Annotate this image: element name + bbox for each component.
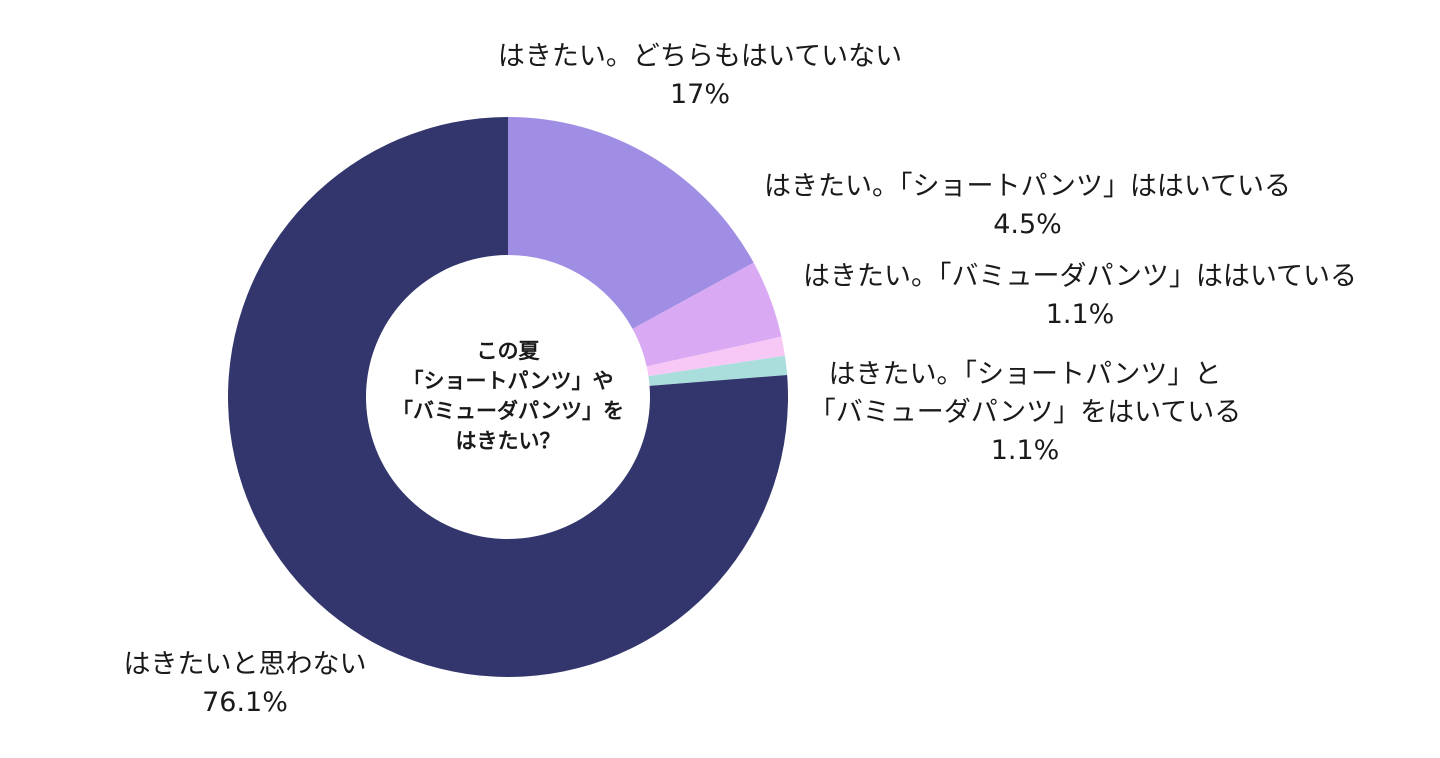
slice-label-percent: 1.1% bbox=[990, 435, 1060, 466]
slice-label-percent: 1.1% bbox=[1045, 299, 1115, 330]
slice-shorts-only bbox=[632, 262, 782, 367]
slice-label-bermuda: はきたい。「バミューダパンツ」ははいている 1.1% bbox=[780, 258, 1380, 334]
slice-label-name: はきたいと思わない bbox=[123, 649, 367, 680]
center-title-line: 「バミューダパンツ」を bbox=[391, 399, 625, 423]
slice-label-name: はきたい。「ショートパンツ」ははいている bbox=[763, 171, 1292, 202]
slice-neither bbox=[508, 117, 754, 329]
center-title-line: この夏 bbox=[476, 339, 540, 363]
slice-label-percent: 17% bbox=[669, 79, 730, 110]
slice-label-neither: はきたい。どちらもはいていない 17% bbox=[480, 38, 920, 114]
slice-bermuda-only bbox=[646, 336, 785, 377]
slice-label-percent: 4.5% bbox=[993, 209, 1062, 240]
slice-both bbox=[648, 355, 788, 386]
slice-label-both: はきたい。「ショートパンツ」と 「バミューダパンツ」をはいている 1.1% bbox=[800, 356, 1250, 470]
slice-label-not-want: はきたいと思わない 76.1% bbox=[100, 646, 390, 722]
chart-center-title: この夏 「ショートパンツ」や 「バミューダパンツ」を はきたい？ bbox=[368, 336, 648, 456]
slice-not-want bbox=[227, 117, 788, 678]
center-title-line: 「ショートパンツ」や bbox=[402, 369, 614, 393]
slice-label-name: 「バミューダパンツ」をはいている bbox=[808, 397, 1242, 428]
slice-label-name: はきたい。どちらもはいていない bbox=[497, 41, 903, 72]
slice-label-percent: 76.1% bbox=[202, 687, 288, 718]
slice-label-name: はきたい。「バミューダパンツ」ははいている bbox=[802, 261, 1358, 292]
slice-label-name: はきたい。「ショートパンツ」と bbox=[828, 359, 1222, 390]
slice-label-shorts: はきたい。「ショートパンツ」ははいている 4.5% bbox=[740, 168, 1315, 244]
center-title-line: はきたい？ bbox=[455, 429, 561, 453]
